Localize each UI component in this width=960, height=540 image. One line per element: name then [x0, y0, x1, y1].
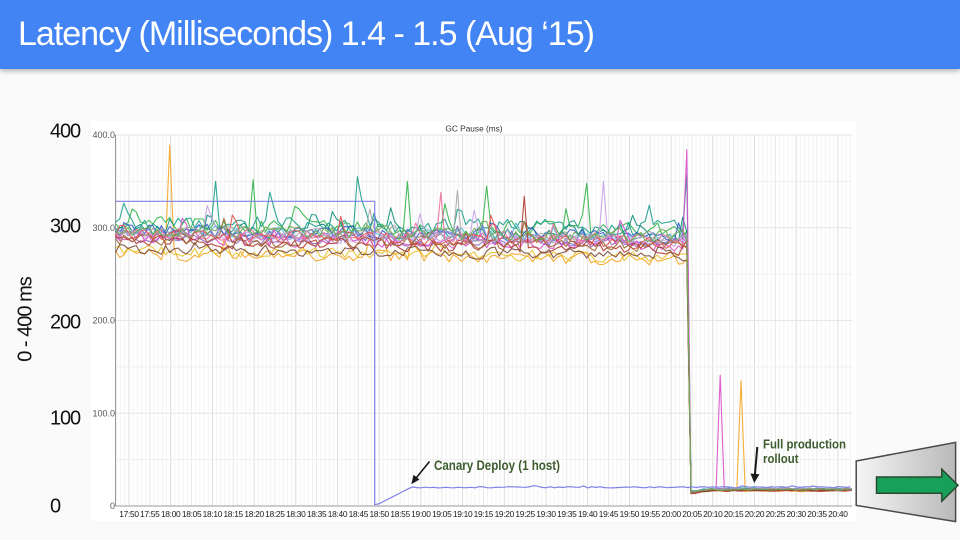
svg-text:19:50: 19:50	[620, 509, 640, 519]
svg-text:20:30: 20:30	[786, 509, 806, 519]
svg-text:19:05: 19:05	[432, 509, 452, 519]
svg-text:18:15: 18:15	[223, 509, 243, 519]
svg-text:18:00: 18:00	[161, 509, 181, 519]
svg-text:200.0: 200.0	[92, 316, 115, 326]
svg-text:18:30: 18:30	[286, 509, 306, 519]
svg-text:18:50: 18:50	[369, 509, 389, 519]
svg-text:18:25: 18:25	[265, 509, 285, 519]
svg-text:18:55: 18:55	[390, 509, 410, 519]
svg-text:18:35: 18:35	[307, 509, 327, 519]
svg-text:18:20: 18:20	[244, 509, 264, 519]
svg-text:17:50: 17:50	[119, 509, 139, 519]
svg-text:20:10: 20:10	[703, 509, 723, 519]
svg-text:19:40: 19:40	[578, 509, 598, 519]
svg-text:100.0: 100.0	[92, 408, 115, 418]
svg-text:19:35: 19:35	[557, 509, 577, 519]
svg-text:18:10: 18:10	[203, 509, 223, 519]
svg-text:Canary Deploy (1 host): Canary Deploy (1 host)	[434, 458, 560, 473]
svg-text:20:40: 20:40	[828, 509, 848, 519]
svg-text:20:25: 20:25	[766, 509, 786, 519]
svg-text:rollout: rollout	[763, 452, 799, 466]
svg-text:19:00: 19:00	[411, 509, 431, 519]
svg-text:20:05: 20:05	[682, 509, 702, 519]
svg-text:20:20: 20:20	[745, 509, 765, 519]
svg-text:18:05: 18:05	[182, 509, 202, 519]
svg-text:19:25: 19:25	[515, 509, 535, 519]
svg-text:Full production: Full production	[763, 438, 846, 452]
svg-text:19:15: 19:15	[474, 509, 494, 519]
svg-text:20:35: 20:35	[807, 509, 827, 519]
svg-text:20:15: 20:15	[724, 509, 744, 519]
svg-text:19:55: 19:55	[640, 509, 660, 519]
svg-text:18:40: 18:40	[328, 509, 348, 519]
svg-text:19:10: 19:10	[453, 509, 473, 519]
svg-text:19:30: 19:30	[536, 509, 556, 519]
svg-text:20:00: 20:00	[661, 509, 681, 519]
svg-text:19:20: 19:20	[495, 509, 515, 519]
svg-text:19:45: 19:45	[599, 509, 619, 519]
svg-text:GC Pause (ms): GC Pause (ms)	[445, 124, 502, 134]
svg-text:0: 0	[110, 501, 115, 511]
svg-text:17:55: 17:55	[140, 509, 160, 519]
svg-text:400.0: 400.0	[92, 130, 115, 140]
svg-text:300.0: 300.0	[92, 223, 115, 233]
svg-text:18:45: 18:45	[349, 509, 369, 519]
